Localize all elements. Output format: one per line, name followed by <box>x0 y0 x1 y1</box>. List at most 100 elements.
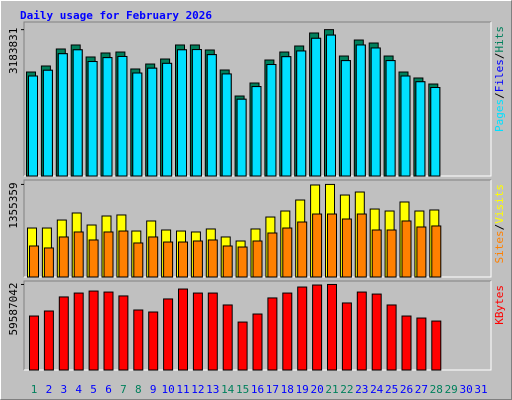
bar <box>356 213 367 278</box>
x-tick-label: 6 <box>105 383 112 396</box>
legend: KBytes <box>493 285 506 325</box>
bar <box>148 236 159 278</box>
bar <box>415 81 426 177</box>
bar <box>401 315 412 371</box>
bar <box>252 313 263 371</box>
bar <box>341 302 352 371</box>
bar <box>371 293 382 371</box>
bar <box>58 236 69 278</box>
x-tick-label: 15 <box>236 383 249 396</box>
bar <box>221 73 232 177</box>
bar <box>341 218 352 278</box>
bar <box>103 231 114 278</box>
bar <box>73 292 84 371</box>
bar <box>103 291 114 371</box>
y-max-label: 1355359 <box>7 182 20 228</box>
panel-border-dark <box>23 21 491 176</box>
legend-separator: / <box>493 53 506 60</box>
x-tick-label: 4 <box>75 383 82 396</box>
x-tick-label: 31 <box>474 383 487 396</box>
legend-entry: Hits <box>493 26 506 53</box>
bar <box>431 320 442 371</box>
x-tick-label: 22 <box>340 383 353 396</box>
bar <box>88 239 99 278</box>
bar <box>29 315 39 371</box>
bar <box>237 246 248 278</box>
bar <box>312 284 323 371</box>
bar <box>163 298 174 371</box>
bar <box>416 226 427 278</box>
bar <box>356 291 367 371</box>
bar <box>133 309 144 371</box>
legend-entry: Files <box>493 59 506 92</box>
x-tick-label: 24 <box>370 383 384 396</box>
bar <box>132 72 143 177</box>
x-tick-label: 21 <box>325 383 338 396</box>
legend-separator: / <box>493 92 506 99</box>
x-tick-label: 7 <box>120 383 127 396</box>
bar <box>102 57 113 177</box>
x-tick-label: 5 <box>90 383 97 396</box>
x-tick-label: 23 <box>355 383 368 396</box>
x-tick-label: 14 <box>221 383 235 396</box>
x-tick-label: 3 <box>60 383 67 396</box>
x-tick-label: 11 <box>176 383 189 396</box>
chart-title: Daily usage for February 2026 <box>20 9 212 22</box>
bar <box>296 50 307 177</box>
bar <box>282 227 293 278</box>
bar <box>431 225 442 278</box>
bar <box>327 283 337 371</box>
legend: Pages/Files/Hits <box>493 26 506 132</box>
x-tick-label: 25 <box>385 383 398 396</box>
bar <box>400 75 411 177</box>
x-tick-label: 19 <box>296 383 309 396</box>
bar <box>355 44 366 177</box>
bar <box>43 247 54 278</box>
bar <box>177 49 187 177</box>
x-tick-label: 2 <box>46 383 53 396</box>
bar <box>311 37 322 177</box>
bar <box>266 64 277 177</box>
x-tick-label: 1 <box>31 383 38 396</box>
bar <box>297 286 308 371</box>
bar <box>88 290 99 371</box>
bar <box>133 242 144 278</box>
x-tick-label: 30 <box>459 383 472 396</box>
bar <box>191 49 202 177</box>
bar <box>72 49 83 177</box>
bar <box>42 69 53 177</box>
x-tick-label: 28 <box>430 383 443 396</box>
x-tick-label: 17 <box>266 383 279 396</box>
legend: Sites/Visits <box>493 184 506 264</box>
bar <box>57 53 68 177</box>
bar <box>340 60 351 177</box>
bar <box>416 317 427 371</box>
bar <box>162 62 173 177</box>
bar <box>251 86 262 177</box>
x-tick-label: 16 <box>251 383 264 396</box>
y-max-label: 59587042 <box>7 282 20 335</box>
bar <box>401 220 412 278</box>
bar <box>58 296 69 371</box>
bar <box>192 240 203 278</box>
bar <box>43 310 54 371</box>
x-tick-label: 9 <box>150 383 157 396</box>
x-tick-label: 20 <box>310 383 323 396</box>
bar <box>237 321 248 371</box>
legend-separator: / <box>493 224 506 231</box>
y-max-label: 3183831 <box>7 28 20 74</box>
bar <box>326 34 336 177</box>
bar <box>207 292 218 371</box>
panel-border-dark <box>23 280 491 370</box>
bar <box>87 61 98 177</box>
legend-entry: Pages <box>493 99 506 132</box>
bar <box>118 295 129 371</box>
bar <box>386 304 397 371</box>
bar <box>281 56 292 177</box>
bar <box>386 229 397 278</box>
bar <box>222 245 233 278</box>
bar <box>178 241 188 278</box>
bar <box>297 221 308 278</box>
